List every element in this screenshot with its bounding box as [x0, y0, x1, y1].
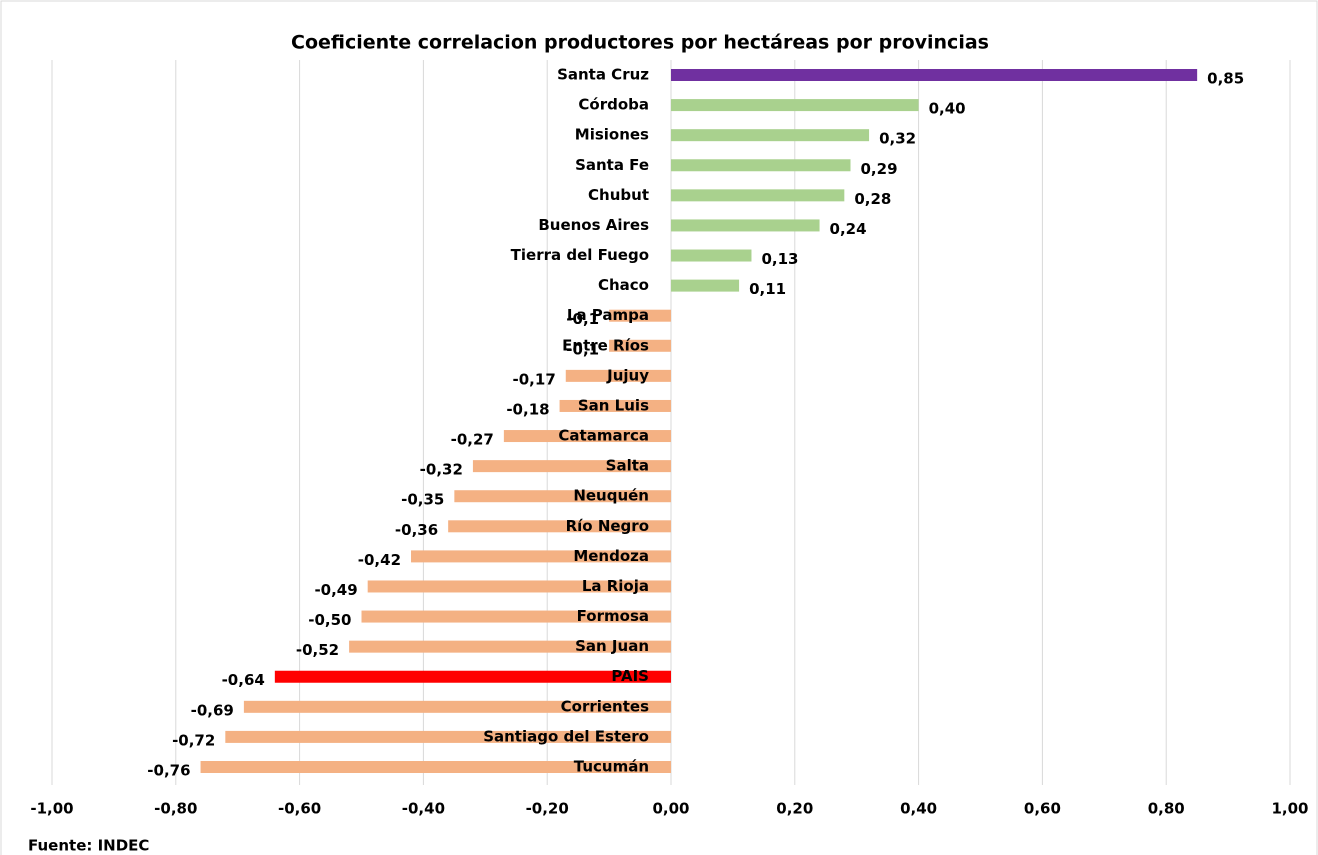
category-label: Salta	[606, 457, 649, 475]
category-label: Corrientes	[561, 697, 649, 715]
x-tick-label: 1,00	[1271, 800, 1308, 818]
category-label: Chubut	[588, 186, 649, 204]
category-label: Catamarca	[558, 427, 649, 445]
bar	[671, 99, 919, 112]
bar	[559, 399, 671, 412]
value-label: -0,18	[506, 400, 549, 418]
x-tick-label: 0,40	[900, 800, 937, 818]
bar	[243, 700, 671, 713]
bar	[349, 640, 671, 653]
value-label: -0,17	[513, 370, 556, 388]
category-label: Tierra del Fuego	[511, 246, 649, 264]
value-label: -0,36	[395, 521, 438, 539]
bar	[274, 670, 671, 683]
x-tick-label: 0,00	[652, 800, 689, 818]
value-label: -0,35	[401, 491, 444, 509]
category-label: San Juan	[575, 637, 649, 655]
category-label: Entre Ríos	[562, 336, 649, 354]
category-label: Santiago del Estero	[483, 727, 649, 745]
category-label: La Rioja	[582, 577, 649, 595]
value-label: 0,85	[1207, 70, 1244, 88]
value-label: 0,24	[830, 220, 867, 238]
bar	[609, 309, 671, 322]
bar	[472, 460, 671, 473]
value-label: -0,42	[358, 551, 401, 569]
value-label: 0,11	[749, 280, 786, 298]
x-tick-label: -0,80	[154, 800, 197, 818]
category-label: Tucumán	[574, 758, 649, 776]
value-label: 0,29	[861, 160, 898, 178]
value-label: -0,72	[172, 731, 215, 749]
x-tick-label: 0,80	[1148, 800, 1185, 818]
category-label: Jujuy	[606, 366, 649, 384]
bar	[671, 159, 851, 172]
x-tick-label: -0,20	[526, 800, 569, 818]
bar	[565, 369, 671, 382]
category-label: Santa Fe	[575, 156, 649, 174]
value-label: 0,28	[854, 190, 891, 208]
bar	[671, 249, 752, 262]
bar	[671, 129, 870, 142]
category-label: PAIS	[611, 667, 649, 685]
category-label: Córdoba	[578, 96, 649, 114]
x-tick-label: -0,40	[402, 800, 445, 818]
bar	[503, 430, 671, 443]
value-label: -0,50	[308, 611, 351, 629]
bar	[671, 69, 1198, 81]
x-tick-label: 0,60	[1024, 800, 1061, 818]
category-label: Río Negro	[566, 517, 649, 535]
bar	[411, 550, 671, 563]
category-label: Mendoza	[573, 547, 649, 565]
category-label: La Pampa	[567, 306, 649, 324]
bar	[200, 761, 671, 773]
bar	[609, 339, 671, 352]
value-label: -0,49	[314, 581, 357, 599]
bar	[367, 580, 671, 593]
category-label: Formosa	[577, 607, 649, 625]
chart-title: Coeficiente correlacion productores por …	[291, 32, 989, 54]
category-label: Chaco	[598, 276, 649, 294]
x-tick-label: -0,60	[278, 800, 321, 818]
bar	[671, 279, 740, 292]
category-label: Buenos Aires	[538, 216, 649, 234]
category-label: Neuquén	[573, 487, 649, 505]
x-tick-label: 0,20	[776, 800, 813, 818]
value-label: -0,1	[566, 340, 599, 358]
category-label: San Luis	[578, 396, 649, 414]
category-label: Santa Cruz	[557, 66, 649, 84]
value-label: -0,32	[420, 461, 463, 479]
bar	[671, 219, 820, 232]
bar	[225, 730, 671, 743]
category-label: Misiones	[575, 126, 649, 144]
value-label: 0,40	[929, 100, 966, 118]
value-label: 0,13	[761, 250, 798, 268]
bar	[671, 189, 845, 202]
value-label: -0,1	[566, 310, 599, 328]
value-label: -0,52	[296, 641, 339, 659]
value-label: -0,76	[147, 762, 190, 780]
bar	[454, 490, 671, 503]
value-label: -0,64	[222, 671, 265, 689]
bar	[448, 520, 671, 533]
bar	[361, 610, 671, 623]
value-label: -0,27	[451, 431, 494, 449]
x-tick-label: -1,00	[30, 800, 73, 818]
value-label: 0,32	[879, 130, 916, 148]
source: Fuente: INDEC	[28, 837, 149, 855]
value-label: -0,69	[191, 701, 234, 719]
